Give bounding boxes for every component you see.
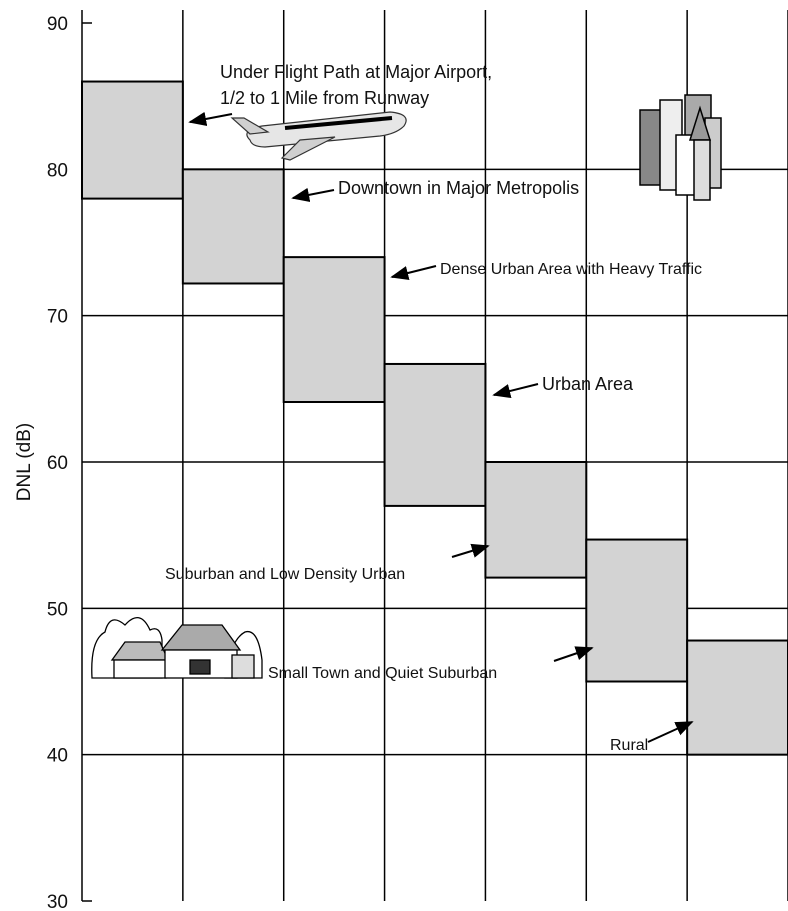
annotation: Under Flight Path at Major Airport, <box>220 62 492 82</box>
range-bar <box>687 641 788 755</box>
y-axis-label: DNL (dB) <box>14 423 35 501</box>
chart: DNL (dB) 30 40 50 60 70 80 90 Under Flight Path… <box>0 0 788 911</box>
annotation: Rural <box>610 737 648 754</box>
range-bar <box>385 364 486 506</box>
annotation: Suburban and Low Density Urban <box>165 566 405 583</box>
airplane-icon <box>232 112 406 160</box>
annotation-arrow <box>392 266 436 277</box>
y-tick-label: 50 <box>47 599 68 620</box>
annotation-arrow <box>494 384 538 395</box>
range-bar <box>82 82 183 199</box>
range-bar <box>485 462 586 578</box>
range-bar <box>586 540 687 682</box>
y-tick-label: 90 <box>47 14 68 35</box>
annotation-arrow <box>293 190 334 198</box>
y-tick-label: 70 <box>47 307 68 328</box>
houses-icon <box>92 618 262 678</box>
annotation-arrow <box>452 546 488 557</box>
annotation-arrow <box>648 722 692 742</box>
annotation: 1/2 to 1 Mile from Runway <box>220 88 429 108</box>
y-tick-label: 60 <box>47 453 68 474</box>
range-bar <box>284 257 385 402</box>
y-tick-label: 30 <box>47 892 68 911</box>
annotation-arrow <box>190 114 232 122</box>
annotation: Dense Urban Area with Heavy Traffic <box>440 261 702 278</box>
annotation: Urban Area <box>542 374 634 394</box>
annotation: Downtown in Major Metropolis <box>338 178 579 198</box>
y-tick-label: 40 <box>47 746 68 767</box>
annotation: Small Town and Quiet Suburban <box>268 665 497 682</box>
range-bar <box>183 169 284 283</box>
city-icon <box>640 95 721 200</box>
y-tick-label: 80 <box>47 160 68 181</box>
